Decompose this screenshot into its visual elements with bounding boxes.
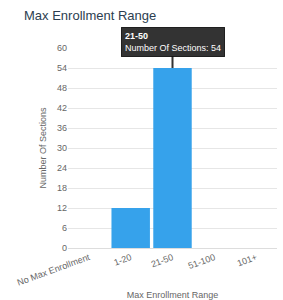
svg-text:30: 30 xyxy=(57,143,67,153)
svg-text:6: 6 xyxy=(62,223,67,233)
svg-text:Max Enrollment Range: Max Enrollment Range xyxy=(24,8,156,23)
svg-text:42: 42 xyxy=(57,103,67,113)
svg-text:Max Enrollment Range: Max Enrollment Range xyxy=(127,290,219,300)
svg-text:21-50Number Of Sections: 54: 21-50Number Of Sections: 54 xyxy=(125,31,221,53)
svg-text:Number Of Sections: Number Of Sections xyxy=(38,107,48,189)
svg-text:24: 24 xyxy=(57,163,67,173)
svg-text:48: 48 xyxy=(57,83,67,93)
svg-text:0: 0 xyxy=(62,243,67,253)
svg-text:1-20: 1-20 xyxy=(113,252,133,268)
svg-text:101+: 101+ xyxy=(236,252,258,268)
svg-text:18: 18 xyxy=(57,183,67,193)
svg-text:12: 12 xyxy=(57,203,67,213)
svg-text:21-50: 21-50 xyxy=(150,252,175,269)
svg-text:36: 36 xyxy=(57,123,67,133)
svg-text:60: 60 xyxy=(57,43,67,53)
svg-text:No Max Enrollment: No Max Enrollment xyxy=(16,252,92,288)
svg-text:54: 54 xyxy=(57,63,67,73)
svg-text:51-100: 51-100 xyxy=(187,252,217,271)
